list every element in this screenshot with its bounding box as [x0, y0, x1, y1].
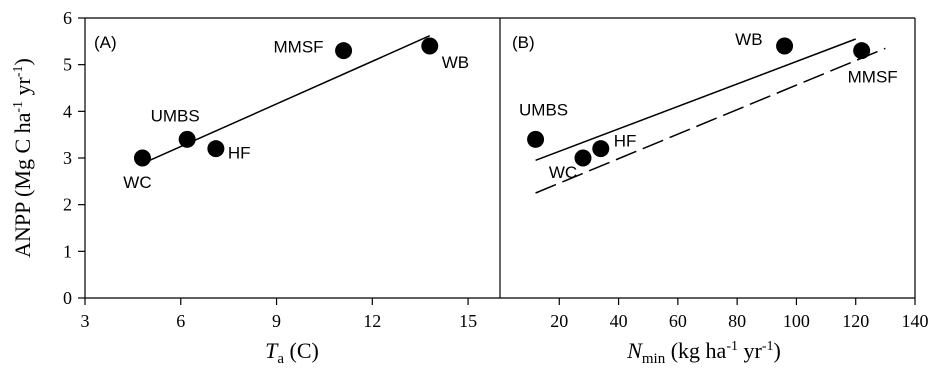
y-tick-label: 2	[63, 195, 72, 215]
point-label-mmsf: MMSF	[848, 68, 898, 87]
data-point-wb	[421, 37, 439, 55]
panel-a-x-axis-title: Ta (C)	[265, 338, 319, 367]
data-point-mmsf	[853, 42, 871, 60]
panel-b-x-tick-label: 60	[669, 311, 687, 331]
panel-b-label: (B)	[512, 33, 535, 52]
y-tick-label: 1	[63, 241, 72, 261]
panel-b-x-tick-label: 80	[728, 311, 746, 331]
panel-b-x-tick-label: 120	[842, 311, 869, 331]
data-point-wc	[133, 149, 151, 167]
panel-a-label: (A)	[94, 33, 117, 52]
y-tick-label: 4	[63, 101, 72, 121]
panel-b-x-axis-title: Nmin (kg ha-1 yr-1)	[626, 338, 781, 367]
data-point-mmsf	[335, 42, 353, 60]
panel-b-fit-line-dashed	[535, 47, 886, 194]
data-point-wb	[776, 37, 794, 55]
point-label-wc: WC	[549, 163, 577, 182]
point-label-hf: HF	[614, 132, 637, 151]
panel-a-x-tick-label: 9	[272, 311, 281, 331]
y-tick-label: 0	[63, 288, 72, 308]
panel-a-x-tick-label: 12	[363, 311, 381, 331]
panel-b-x-tick-label: 20	[550, 311, 568, 331]
point-label-wb: WB	[735, 30, 762, 49]
data-point-hf	[592, 140, 610, 158]
y-tick-label: 6	[63, 8, 72, 28]
panel-b-x-tick-label: 40	[610, 311, 628, 331]
point-label-umbs: UMBS	[151, 106, 200, 125]
y-axis-title: ANPP (Mg C ha-1 yr-1)	[10, 58, 35, 258]
data-point-umbs	[527, 130, 545, 148]
data-point-wc	[574, 149, 592, 167]
y-tick-label: 5	[63, 55, 72, 75]
data-point-hf	[207, 140, 225, 158]
point-label-umbs: UMBS	[519, 100, 568, 119]
data-point-umbs	[178, 130, 196, 148]
y-tick-label: 3	[63, 148, 72, 168]
point-label-hf: HF	[228, 144, 251, 163]
point-label-wc: WC	[123, 173, 151, 192]
panel-b-x-tick-label: 140	[902, 311, 929, 331]
panel-a-x-tick-label: 3	[81, 311, 90, 331]
panel-b-fit-line-solid	[535, 38, 856, 162]
point-label-wb: WB	[442, 53, 469, 72]
panel-b-x-tick-label: 100	[783, 311, 810, 331]
point-label-mmsf: MMSF	[274, 38, 324, 57]
panel-a-x-tick-label: 6	[176, 311, 185, 331]
panel-b: 20 40 60 80 100 120 140 UMBS WC HF WB MMSF (B)	[499, 17, 929, 331]
panel-a-x-tick-label: 15	[459, 311, 477, 331]
